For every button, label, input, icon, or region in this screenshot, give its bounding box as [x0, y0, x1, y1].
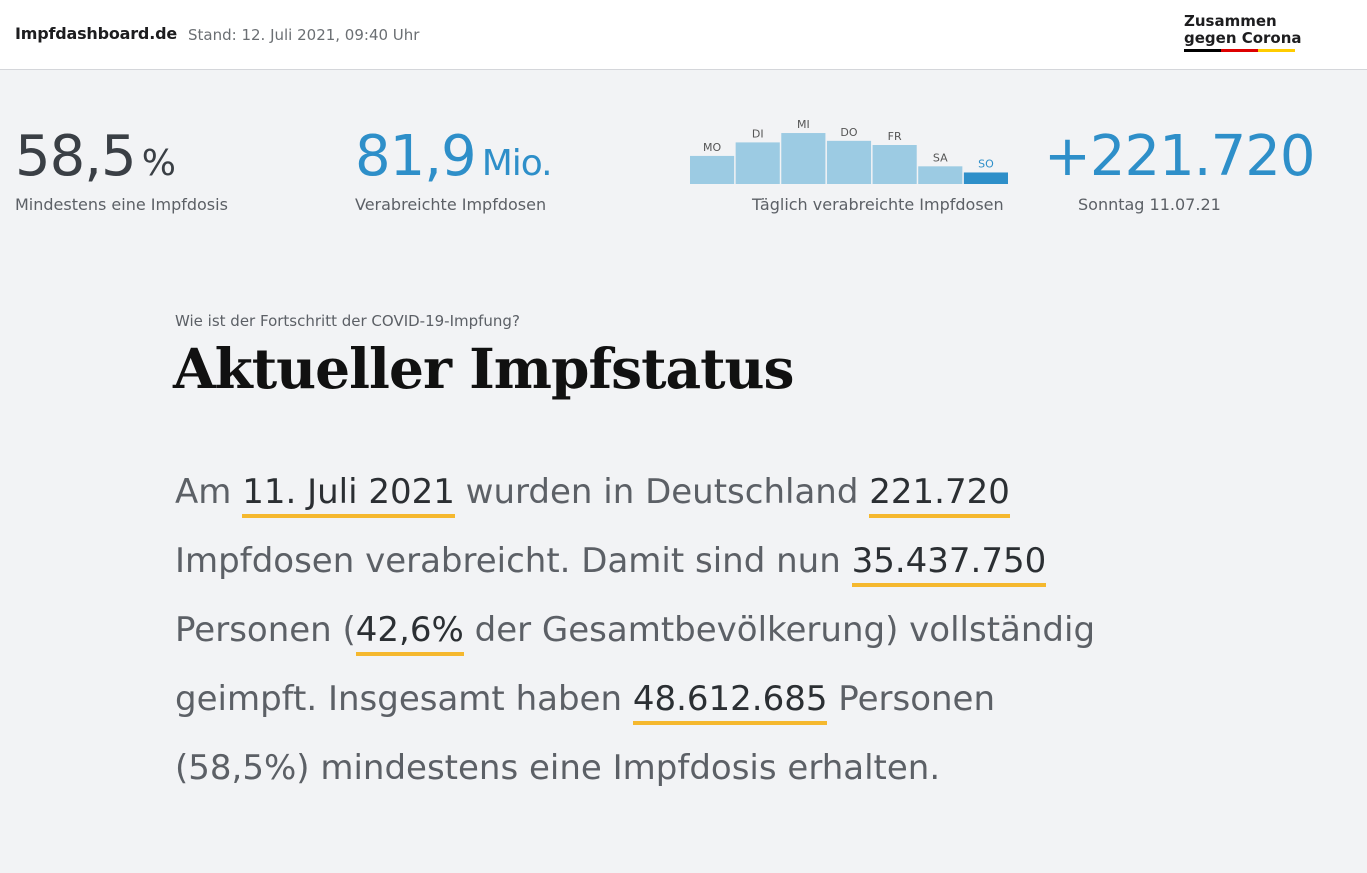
total-doses-unit: Mio. [481, 143, 553, 184]
bar-label-sa: SA [933, 151, 948, 164]
first-dose-stat: 58,5% [15, 124, 176, 194]
highlight-fully-vaccinated: 35.437.750 [851, 541, 1047, 587]
bar-mi[interactable] [781, 133, 826, 184]
section-kicker: Wie ist der Fortschritt der COVID-19-Imp… [175, 312, 520, 330]
bar-label-fr: FR [888, 130, 902, 143]
highlight-first-dose: 48.612.685 [632, 679, 828, 725]
first-dose-unit: % [141, 143, 176, 184]
bar-label-do: DO [840, 126, 857, 139]
daily-doses-svg: MO DI MI DO FR SA SO [690, 118, 1008, 184]
bar-fr[interactable] [872, 145, 917, 184]
flag-stripe-gold [1258, 49, 1295, 52]
top-header: Impfdashboard.de Stand: 12. Juli 2021, 0… [0, 0, 1367, 70]
highlight-date: 11. Juli 2021 [242, 472, 455, 518]
timestamp: Stand: 12. Juli 2021, 09:40 Uhr [188, 26, 420, 44]
total-doses-stat: 81,9 Mio. [355, 124, 553, 194]
flag-stripe-black [1184, 49, 1221, 52]
bar-label-mi: MI [797, 118, 810, 131]
text-segment: Impfdosen verabreicht. Damit sind nun [175, 541, 852, 581]
text-segment: Personen ( [175, 610, 356, 650]
first-dose-value: 58,5 [15, 124, 137, 189]
text-segment: der Gesamtbevölkerung) vollständig geimp… [175, 610, 1096, 719]
site-brand-link[interactable]: Impfdashboard.de [15, 24, 177, 43]
bar-so[interactable] [963, 172, 1008, 184]
daily-doses-caption: Täglich verabreichte Impfdosen [752, 195, 1004, 214]
bar-label-mo: MO [703, 141, 721, 154]
highlight-daily-doses: 221.720 [869, 472, 1010, 518]
first-dose-label: Mindestens eine Impfdosis [15, 195, 228, 214]
bar-mo[interactable] [690, 155, 735, 184]
zusammen-gegen-corona-logo[interactable]: Zusammen gegen Corona [1184, 13, 1302, 52]
text-segment: Personen (58,5%) mindestens eine Impfdos… [175, 679, 996, 788]
daily-doses-chart[interactable]: MO DI MI DO FR SA SO [690, 112, 1008, 186]
flag-stripe-red [1221, 49, 1258, 52]
daily-doses-date: Sonntag 11.07.21 [1078, 195, 1221, 214]
bar-di[interactable] [735, 142, 780, 184]
text-segment: Am [175, 472, 243, 512]
bar-do[interactable] [826, 140, 872, 184]
total-doses-label: Verabreichte Impfdosen [355, 195, 547, 214]
highlight-fully-vaccinated-pct: 42,6% [355, 610, 464, 656]
flag-stripe-icon [1184, 49, 1295, 52]
daily-doses-stat: +221.720 [1044, 127, 1315, 187]
text-segment: wurden in Deutschland [454, 472, 870, 512]
status-paragraph: Am 11. Juli 2021 wurden in Deutschland 2… [175, 458, 1135, 803]
logo-line-1: Zusammen [1184, 12, 1277, 30]
total-doses-value: 81,9 [355, 124, 477, 189]
daily-doses-value: +221.720 [1044, 124, 1315, 189]
page-title: Aktueller Impfstatus [173, 336, 794, 401]
bar-sa[interactable] [918, 166, 963, 184]
logo-line-2: gegen Corona [1184, 29, 1302, 47]
bar-label-di: DI [752, 127, 764, 140]
bar-label-so: SO [978, 157, 994, 170]
